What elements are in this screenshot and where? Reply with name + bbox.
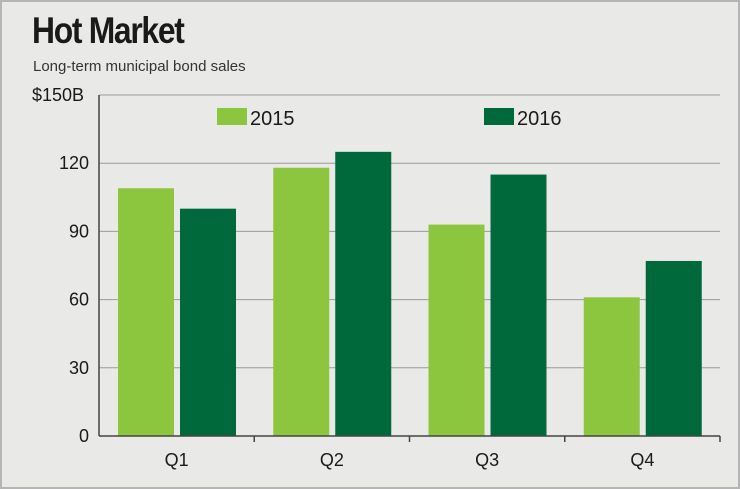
bar-2016-Q4 bbox=[645, 260, 702, 436]
y-tick-label: 90 bbox=[69, 221, 89, 241]
chart-subtitle: Long-term municipal bond sales bbox=[33, 58, 246, 75]
y-tick-label: $150B bbox=[32, 85, 84, 105]
legend-swatch-2016 bbox=[484, 108, 514, 125]
legend-label-2015: 2015 bbox=[250, 108, 295, 130]
bar-2016-Q3 bbox=[490, 174, 547, 437]
x-tick-label-Q3: Q3 bbox=[475, 450, 499, 470]
legend-label-2016: 2016 bbox=[517, 108, 562, 130]
x-tick-label-Q1: Q1 bbox=[165, 450, 189, 470]
y-tick-labels: 0 30 60 90 120 $150B bbox=[32, 85, 89, 446]
x-tick-labels: Q1 Q2 Q3 Q4 bbox=[165, 436, 721, 470]
bars bbox=[118, 151, 702, 437]
x-tick-label-Q4: Q4 bbox=[630, 450, 654, 470]
x-tick-label-Q2: Q2 bbox=[320, 450, 344, 470]
y-tick-label: 120 bbox=[59, 153, 89, 173]
y-tick-label: 60 bbox=[69, 290, 89, 310]
y-tick-label: 30 bbox=[69, 358, 89, 378]
bar-2015-Q3 bbox=[428, 224, 485, 436]
legend-swatch-2015 bbox=[217, 108, 247, 125]
bar-2015-Q1 bbox=[118, 188, 174, 436]
bar-2015-Q4 bbox=[583, 297, 640, 436]
legend: 2015 2016 bbox=[217, 108, 562, 130]
bar-2015-Q2 bbox=[273, 167, 330, 436]
chart-title: Hot Market bbox=[32, 10, 185, 51]
bar-2016-Q1 bbox=[180, 208, 236, 436]
y-tick-label: 0 bbox=[79, 426, 89, 446]
bar-2016-Q2 bbox=[335, 151, 392, 437]
